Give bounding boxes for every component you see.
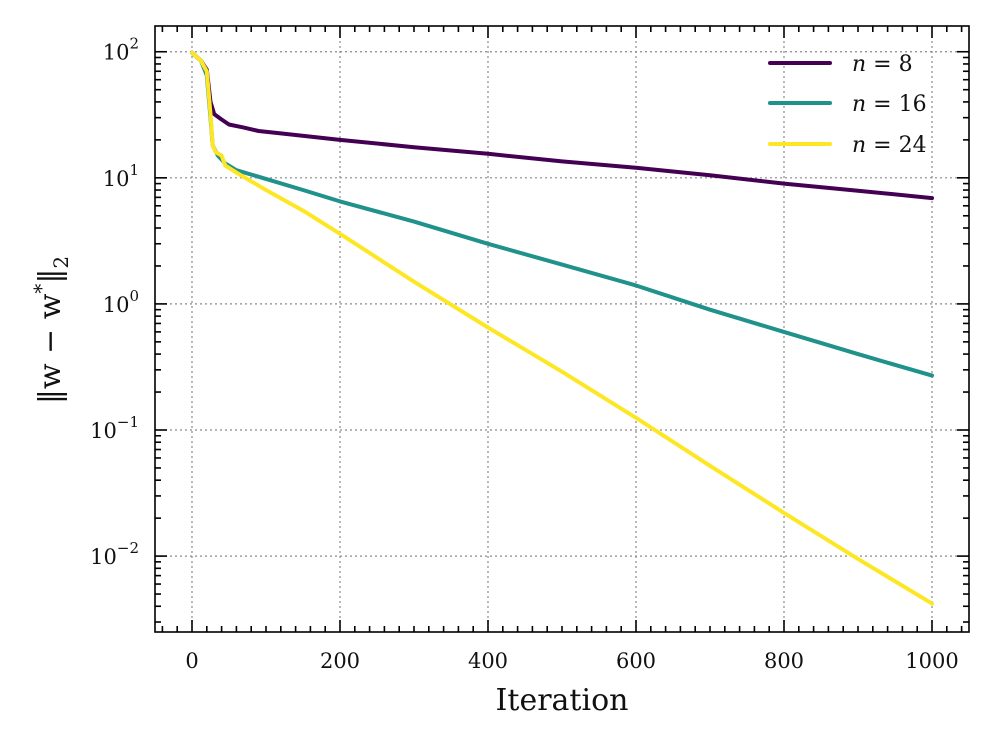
grid (155, 26, 969, 632)
legend-label-n8: n = 8 (852, 52, 913, 77)
legend: n = 8 n = 16 n = 24 (768, 52, 927, 158)
series-line-n24 (190, 50, 934, 606)
y-axis-title-sub: 2 (49, 256, 73, 269)
series-layer (190, 50, 934, 606)
y-tick-label: 101 (103, 161, 139, 191)
y-tick-label: 100 (103, 287, 139, 317)
x-tick-label: 200 (320, 649, 360, 673)
y-axis-title: ‖w − w*‖2 (29, 256, 73, 404)
plot-frame (154, 25, 970, 633)
y-axis-title-star: * (29, 284, 53, 294)
legend-label-n16: n = 16 (852, 92, 927, 117)
x-axis-title: Iteration (496, 683, 629, 718)
x-tick-label: 1000 (905, 649, 958, 673)
y-tick-label: 102 (103, 35, 139, 65)
x-tick-label: 800 (764, 649, 804, 673)
y-axis-title-norm: ‖w − w (33, 293, 68, 404)
x-tick-label: 400 (468, 649, 508, 673)
y-tick-label: 10−2 (90, 539, 139, 569)
y-tick-label: 10−1 (90, 413, 139, 443)
x-tick-label: 0 (185, 649, 198, 673)
y-axis-title-close: ‖ (33, 269, 68, 284)
series-line-n8 (190, 50, 934, 201)
x-tick-label: 600 (616, 649, 656, 673)
axis-ticks: 0 200 400 600 800 1000 102 101 100 10−1 10−2 (90, 26, 969, 673)
legend-label-n24: n = 24 (852, 133, 927, 158)
